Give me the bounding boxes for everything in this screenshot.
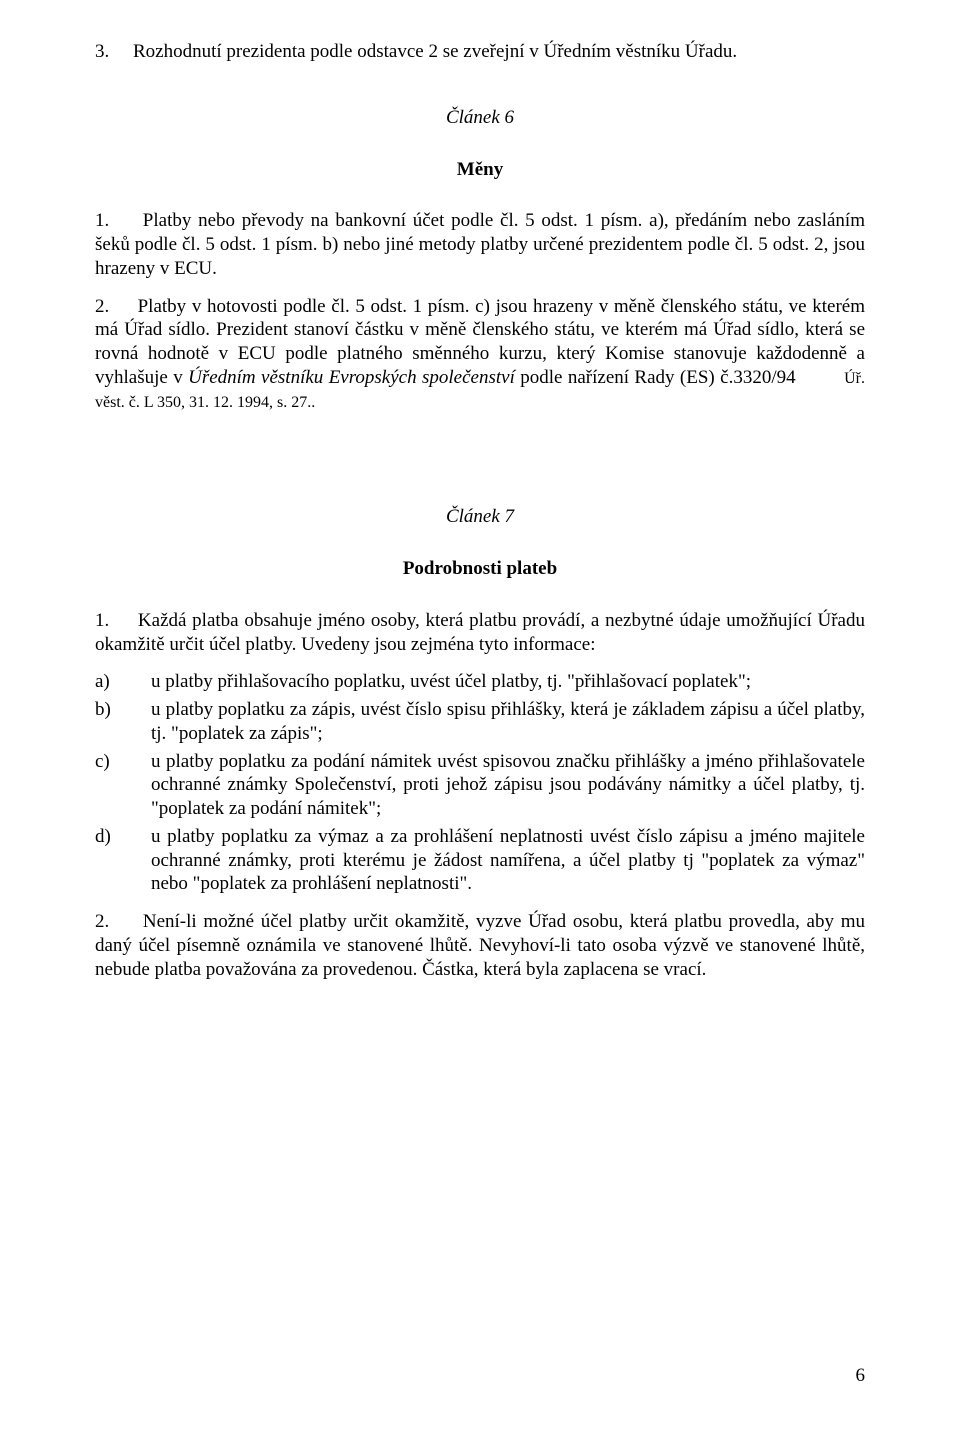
- para-number: 1.: [95, 210, 109, 231]
- list-marker: a): [95, 670, 151, 694]
- para-number: 1.: [95, 610, 109, 631]
- para-text: Každá platba obsahuje jméno osoby, která…: [95, 610, 865, 655]
- list: a) u platby přihlašovacího poplatku, uvé…: [95, 670, 865, 896]
- article6-para2: 2. Platby v hotovosti podle čl. 5 odst. …: [95, 295, 865, 414]
- list-item-a: a) u platby přihlašovacího poplatku, uvé…: [95, 670, 865, 694]
- page: 3. Rozhodnutí prezidenta podle odstavce …: [0, 0, 960, 1438]
- para-text: Není-li možné účel platby určit okamžitě…: [95, 911, 865, 980]
- list-marker: c): [95, 750, 151, 821]
- list-marker: d): [95, 825, 151, 896]
- list-text: u platby poplatku za výmaz a za prohláše…: [151, 825, 865, 896]
- list-item-b: b) u platby poplatku za zápis, uvést čís…: [95, 698, 865, 746]
- paragraph-3: 3. Rozhodnutí prezidenta podle odstavce …: [95, 40, 865, 64]
- para-text-after: podle nařízení Rady (ES) č.3320/94: [515, 367, 796, 388]
- list-marker: b): [95, 698, 151, 746]
- list-item-d: d) u platby poplatku za výmaz a za prohl…: [95, 825, 865, 896]
- article-7-heading: Článek 7: [95, 505, 865, 529]
- para-text: Platby nebo převody na bankovní účet pod…: [95, 210, 865, 279]
- list-item-c: c) u platby poplatku za podání námitek u…: [95, 750, 865, 821]
- page-number: 6: [856, 1364, 866, 1388]
- italic-journal-name: Úředním věstníku Evropských společenství: [188, 367, 515, 388]
- list-text: u platby přihlašovacího poplatku, uvést …: [151, 670, 865, 694]
- article7-para2: 2. Není-li možné účel platby určit okamž…: [95, 910, 865, 981]
- article6-para1: 1. Platby nebo převody na bankovní účet …: [95, 209, 865, 280]
- para-text: Rozhodnutí prezidenta podle odstavce 2 s…: [133, 41, 737, 62]
- article-6-heading: Článek 6: [95, 106, 865, 130]
- para-number: 2.: [95, 296, 109, 317]
- article-6-title: Měny: [95, 158, 865, 182]
- list-text: u platby poplatku za podání námitek uvés…: [151, 750, 865, 821]
- para-number: 2.: [95, 911, 109, 932]
- list-text: u platby poplatku za zápis, uvést číslo …: [151, 698, 865, 746]
- para-number: 3.: [95, 41, 109, 62]
- article-7-title: Podrobnosti plateb: [95, 557, 865, 581]
- article7-para1: 1. Každá platba obsahuje jméno osoby, kt…: [95, 609, 865, 657]
